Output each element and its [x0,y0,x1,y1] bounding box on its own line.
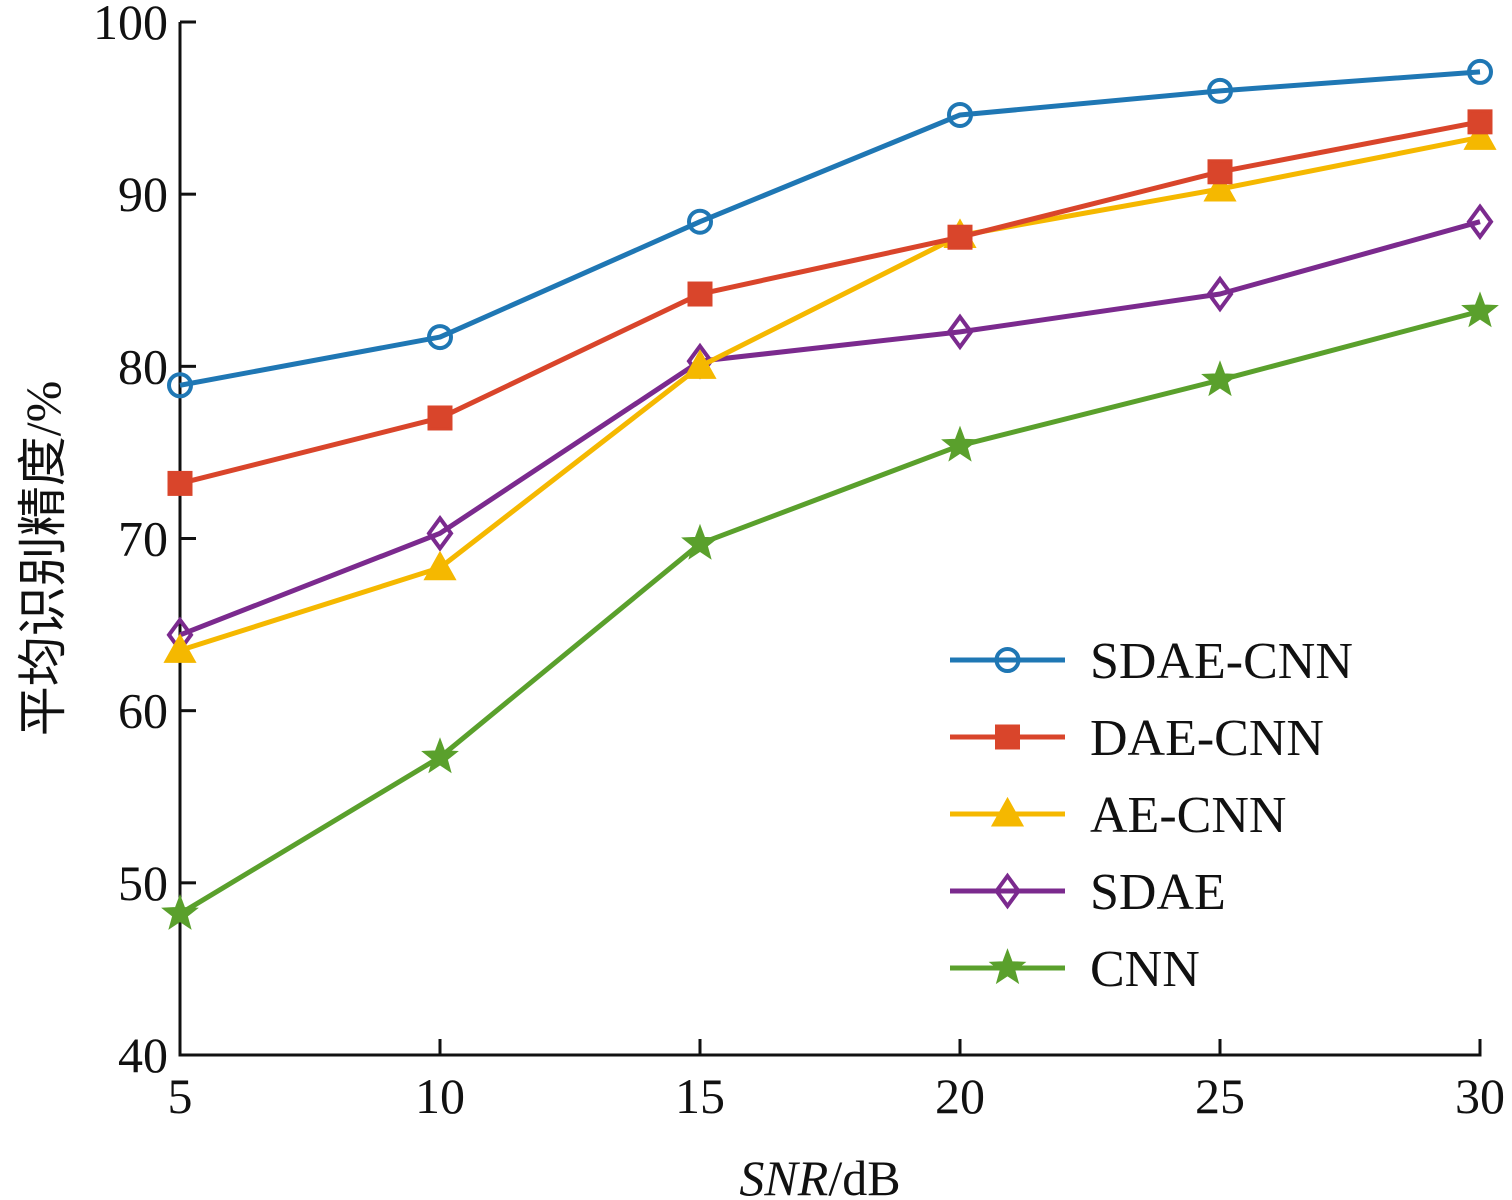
x-tick-label: 15 [675,1068,725,1124]
series-line [178,308,1481,916]
x-tick-label: 30 [1455,1068,1505,1124]
x-axis-title: SNR/dB [739,1150,900,1200]
y-tick-label: 100 [93,0,168,50]
legend-marker [990,796,1025,827]
legend-item: AE-CNN [950,787,1286,844]
x-tick-label: 10 [415,1068,465,1124]
legend-item: SDAE [950,864,1226,921]
legend-item: CNN [950,941,1200,998]
series-line [179,134,1481,653]
legend-marker [994,872,1021,910]
y-axis-title: 平均识别精度/% [15,381,71,737]
legend-marker [994,647,1021,673]
data-point [947,224,973,250]
x-tick-label: 5 [168,1068,193,1124]
y-tick-label: 60 [118,683,168,739]
data-point [167,372,193,399]
data-point [1461,291,1499,328]
y-tick-label: 50 [118,855,168,911]
series-dae-cnn [167,109,1493,496]
legend-marker [988,948,1027,985]
series-line [179,119,1481,486]
data-point [1467,109,1493,135]
data-point [946,313,974,351]
data-point [163,633,197,663]
data-point [1463,120,1497,150]
axes: 40 50 60 70 80 90 100 5 10 15 20 25 30 SNR/dB 平均识别精度/% [15,0,1505,1200]
series-line [179,69,1481,388]
data-point [1466,203,1494,241]
data-point [687,208,713,235]
legend-label: CNN [1090,941,1200,998]
legend-item: SDAE-CNN [950,633,1353,690]
legend-label: SDAE-CNN [1090,633,1353,690]
series-line [179,219,1481,638]
data-point [1467,58,1493,85]
data-point [947,101,973,128]
legend-item: DAE-CNN [950,710,1324,767]
data-point [427,324,453,351]
legend-marker [995,724,1020,750]
data-point [941,425,979,462]
data-point [161,893,199,930]
x-axis-title-main: SNR [739,1150,828,1200]
y-tick-label: 80 [118,338,168,394]
data-point [1203,171,1237,202]
data-point [683,349,717,379]
x-axis-title-unit: /dB [828,1150,900,1200]
data-point [687,281,713,307]
series-layer [161,58,1499,930]
y-tick-label: 90 [118,166,168,222]
data-point [423,550,457,581]
data-point [681,523,719,560]
x-tick-label: 20 [935,1068,985,1124]
data-point [421,737,459,774]
legend-label: SDAE [1090,864,1226,921]
series-sdae [166,203,1494,654]
data-point [1207,77,1233,104]
series-cnn [161,291,1499,930]
legend: SDAE-CNN DAE-CNN AE-CNN SDAE CNN [950,633,1353,998]
data-point [1207,159,1233,185]
data-point [167,470,193,496]
legend-label: AE-CNN [1090,787,1286,844]
data-point [427,405,453,431]
x-tick-label: 25 [1195,1068,1245,1124]
y-tick-label: 40 [118,1027,168,1083]
legend-label: DAE-CNN [1090,710,1324,767]
series-sdae-cnn [167,58,1493,399]
data-point [1206,275,1234,313]
data-point [426,514,454,552]
series-ae-cnn [163,120,1497,663]
y-tick-label: 70 [118,511,168,567]
data-point [1201,360,1239,397]
